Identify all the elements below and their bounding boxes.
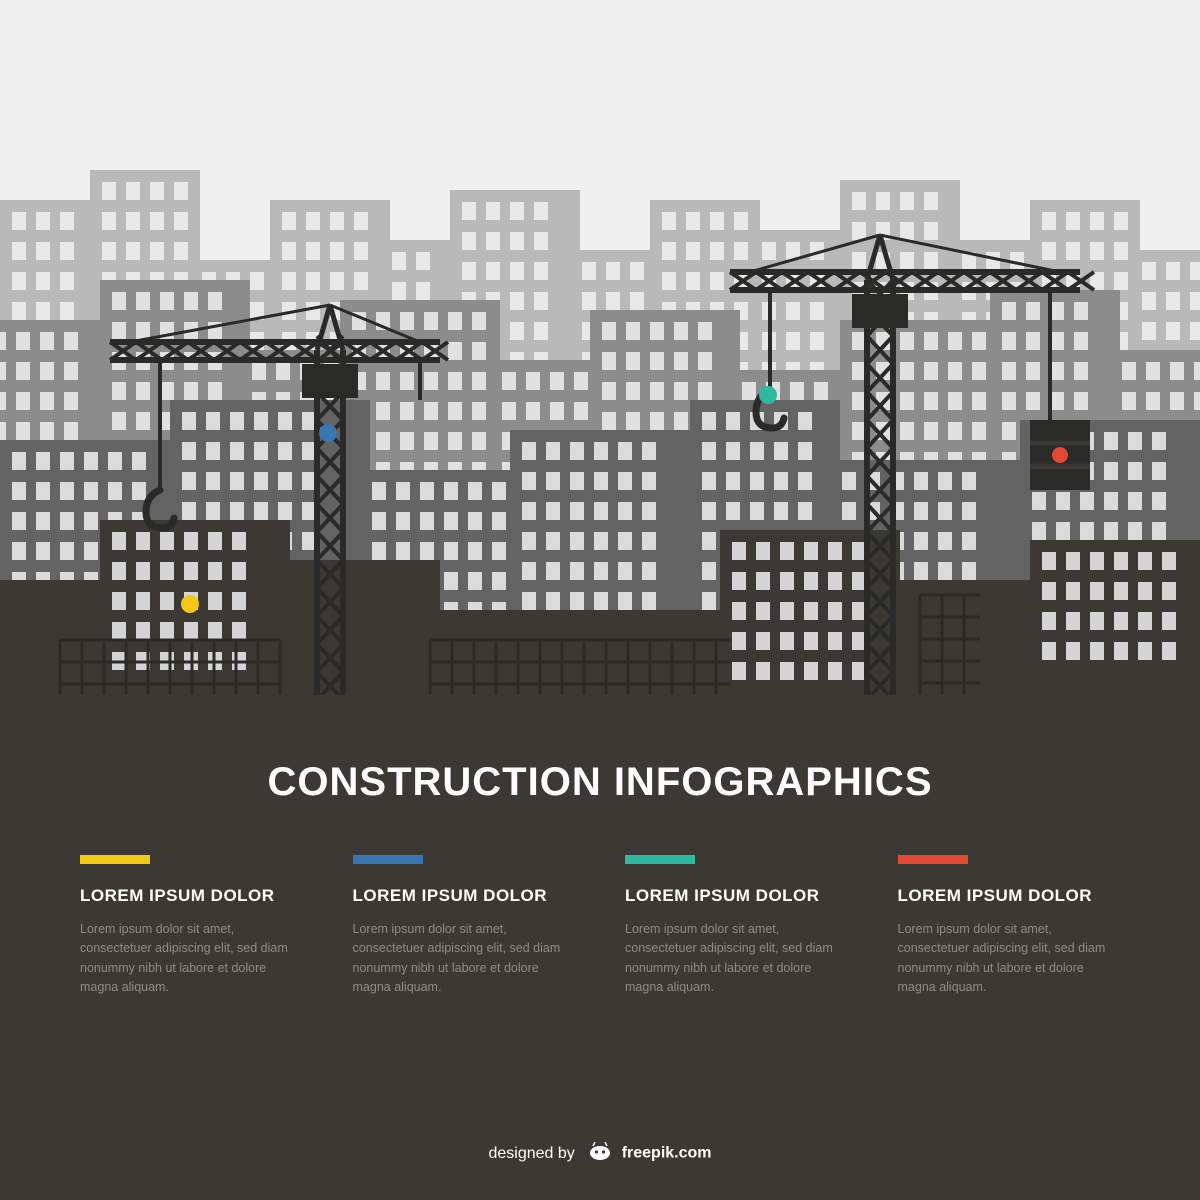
column-body: Lorem ipsum dolor sit amet, consectetuer… [625, 920, 848, 998]
column-body: Lorem ipsum dolor sit amet, consectetuer… [353, 920, 576, 998]
credit-line: designed by freepik.com [0, 1142, 1200, 1165]
column-body: Lorem ipsum dolor sit amet, consectetuer… [898, 920, 1121, 998]
infographic-canvas: CONSTRUCTION INFOGRAPHICS LOREM IPSUM DO… [0, 0, 1200, 1200]
credit-by: designed by [488, 1145, 574, 1162]
freepik-logo-icon [589, 1142, 611, 1165]
accent-bar [625, 855, 695, 864]
accent-bar [898, 855, 968, 864]
column-title: LOREM IPSUM DOLOR [625, 886, 848, 906]
column-title: LOREM IPSUM DOLOR [80, 886, 303, 906]
accent-bar [353, 855, 423, 864]
info-column: LOREM IPSUM DOLOR Lorem ipsum dolor sit a… [898, 855, 1121, 998]
column-body: Lorem ipsum dolor sit amet, consectetuer… [80, 920, 303, 998]
column-title: LOREM IPSUM DOLOR [353, 886, 576, 906]
info-column: LOREM IPSUM DOLOR Lorem ipsum dolor sit a… [80, 855, 303, 998]
columns-row: LOREM IPSUM DOLOR Lorem ipsum dolor sit a… [80, 855, 1120, 998]
sky-area [0, 0, 1200, 700]
main-title: CONSTRUCTION INFOGRAPHICS [80, 760, 1120, 805]
skyline-svg [0, 0, 1200, 700]
accent-bar [80, 855, 150, 864]
info-column: LOREM IPSUM DOLOR Lorem ipsum dolor sit a… [353, 855, 576, 998]
bottom-panel: CONSTRUCTION INFOGRAPHICS LOREM IPSUM DO… [0, 700, 1200, 1200]
column-title: LOREM IPSUM DOLOR [898, 886, 1121, 906]
credit-brand: freepik.com [622, 1145, 712, 1162]
info-column: LOREM IPSUM DOLOR Lorem ipsum dolor sit a… [625, 855, 848, 998]
